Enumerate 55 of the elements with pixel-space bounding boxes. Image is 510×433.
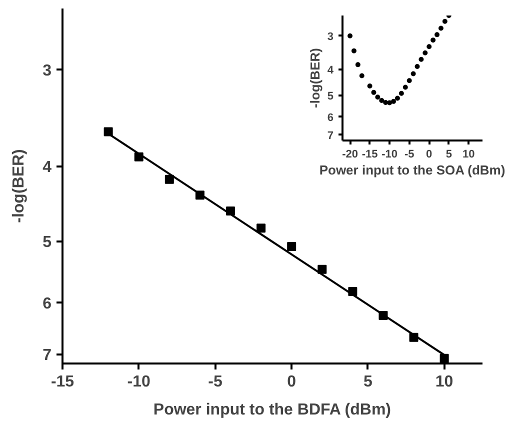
point	[434, 32, 440, 38]
y-tick-label: 3	[327, 30, 334, 43]
point	[418, 56, 424, 62]
y-tick-label: 5	[42, 234, 52, 252]
x-tick-label: -5	[208, 374, 222, 390]
point	[430, 38, 436, 43]
point	[394, 96, 400, 101]
point	[410, 71, 416, 76]
x-tick-label: 10	[435, 374, 454, 390]
x-tick-label: -20	[342, 148, 358, 160]
x-tick-label: 10	[462, 148, 475, 160]
point	[371, 90, 376, 95]
point	[359, 73, 364, 78]
point	[355, 62, 360, 68]
point	[406, 78, 412, 84]
x-tick-label: 0	[287, 374, 296, 390]
x-tick-label: -10	[127, 374, 151, 390]
point	[440, 354, 449, 363]
x-tick-label: -5	[404, 148, 414, 160]
x-axis-title: Power input to the SOA (dBm)	[319, 162, 506, 178]
x-axis-title: Power input to the BDFA (dBm)	[153, 402, 392, 418]
y-tick-label: 4	[42, 159, 52, 176]
point	[442, 18, 448, 24]
point	[256, 224, 266, 233]
y-tick-label: 7	[42, 347, 52, 364]
point	[426, 44, 432, 50]
point	[375, 94, 380, 100]
y-tick-label: 7	[327, 130, 334, 142]
y-axis-title: -log(BER)	[307, 48, 322, 108]
point	[351, 48, 356, 54]
point	[379, 98, 384, 104]
y-tick-label: 6	[42, 295, 52, 312]
y-tick-label: 4	[327, 64, 334, 76]
x-tick-label: 5	[446, 148, 452, 160]
point	[422, 50, 428, 56]
x-tick-label: -10	[382, 148, 398, 160]
y-tick-label: 3	[42, 62, 52, 80]
point	[391, 98, 396, 104]
point	[383, 100, 388, 106]
y-tick-label: 6	[327, 112, 334, 124]
y-tick-label: 5	[327, 90, 334, 103]
point	[438, 26, 444, 31]
x-tick-label: 5	[364, 374, 373, 390]
point	[367, 84, 372, 89]
x-tick-label: -15	[50, 374, 74, 390]
point	[414, 64, 420, 69]
x-tick-label: -15	[362, 148, 378, 160]
point	[164, 174, 174, 184]
x-tick-label: 0	[426, 148, 432, 160]
y-axis-title: -log(BER)	[10, 149, 28, 223]
point	[348, 33, 353, 38]
point	[402, 84, 408, 90]
point	[387, 100, 392, 106]
point	[398, 90, 404, 96]
point	[287, 242, 296, 251]
